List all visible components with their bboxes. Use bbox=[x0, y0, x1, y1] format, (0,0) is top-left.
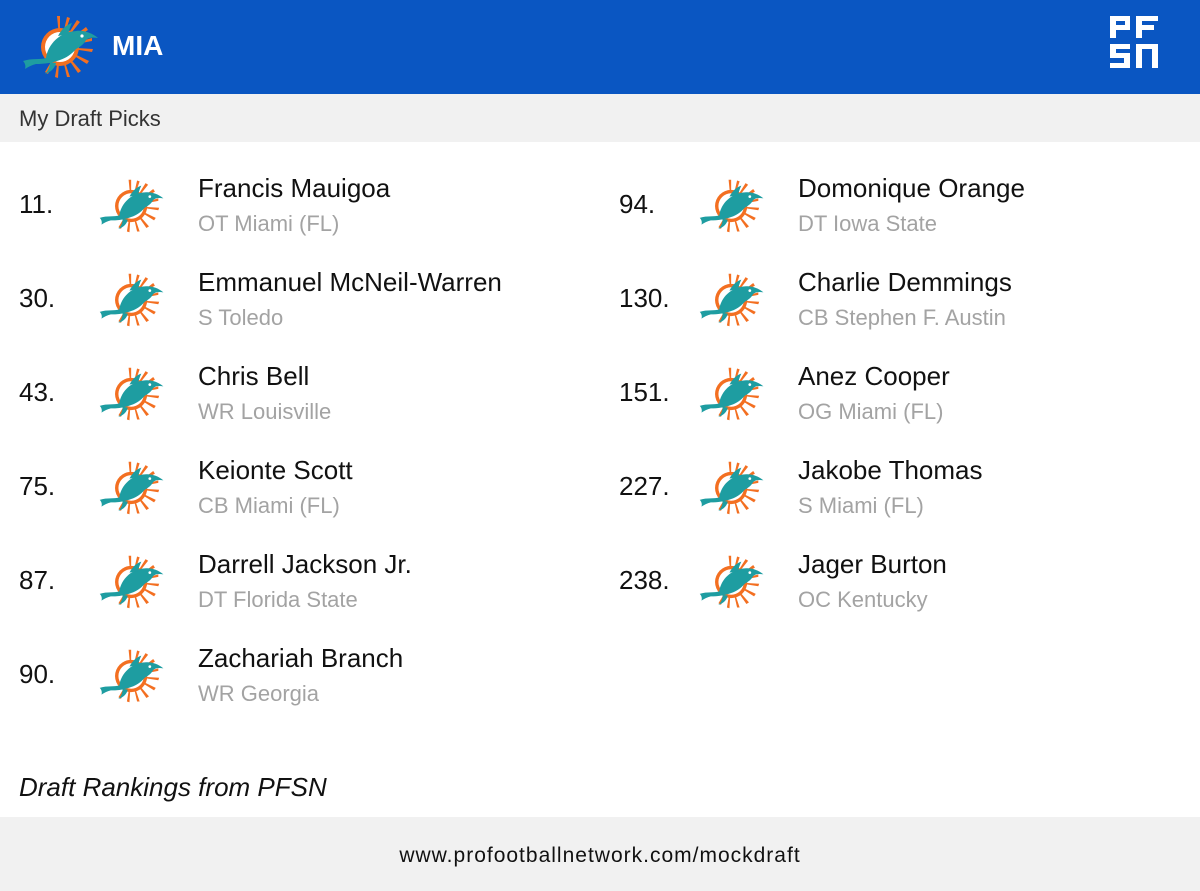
pick-number: 238. bbox=[619, 565, 670, 595]
miami-dolphins-logo-icon bbox=[97, 460, 167, 516]
player-position-school: OT Miami (FL) bbox=[198, 211, 340, 236]
draft-pick-row: 43. Chris Bell WR Louisville bbox=[19, 361, 579, 449]
player-position-school: DT Florida State bbox=[198, 587, 358, 612]
miami-dolphins-logo-icon bbox=[97, 272, 167, 328]
pick-number: 94. bbox=[619, 189, 656, 219]
pfsn-logo-icon bbox=[1110, 16, 1158, 68]
player-name: Anez Cooper bbox=[798, 361, 950, 391]
subheader-bar: My Draft Picks bbox=[0, 94, 1200, 142]
player-position-school: OG Miami (FL) bbox=[798, 399, 944, 424]
team-abbreviation: MIA bbox=[112, 30, 164, 61]
player-name: Domonique Orange bbox=[798, 173, 1025, 203]
header-bar: MIA bbox=[0, 0, 1200, 94]
player-position-school: WR Louisville bbox=[198, 399, 332, 424]
miami-dolphins-logo-icon bbox=[697, 460, 767, 516]
draft-pick-row: 11. Francis Mauigoa OT Miami (FL) bbox=[19, 173, 579, 261]
pick-number: 43. bbox=[19, 377, 56, 407]
draft-pick-row: 151. Anez Cooper OG Miami (FL) bbox=[619, 361, 1179, 449]
player-name: Emmanuel McNeil-Warren bbox=[198, 267, 502, 297]
player-name: Darrell Jackson Jr. bbox=[198, 549, 412, 579]
footer-url: www.profootballnetwork.com/mockdraft bbox=[399, 844, 801, 867]
player-name: Francis Mauigoa bbox=[198, 173, 391, 203]
miami-dolphins-logo-icon bbox=[697, 272, 767, 328]
player-position-school: CB Miami (FL) bbox=[198, 493, 340, 518]
source-note: Draft Rankings from PFSN bbox=[19, 772, 327, 802]
draft-pick-row: 238. Jager Burton OC Kentucky bbox=[619, 549, 1179, 637]
player-name: Chris Bell bbox=[198, 361, 310, 391]
draft-pick-row: 227. Jakobe Thomas S Miami (FL) bbox=[619, 455, 1179, 543]
pick-number: 30. bbox=[19, 283, 56, 313]
miami-dolphins-logo-icon bbox=[20, 14, 102, 80]
draft-pick-row: 130. Charlie Demmings CB Stephen F. Aust… bbox=[619, 267, 1179, 355]
section-title: My Draft Picks bbox=[19, 106, 161, 131]
miami-dolphins-logo-icon bbox=[697, 178, 767, 234]
player-position-school: CB Stephen F. Austin bbox=[798, 305, 1006, 330]
pick-number: 130. bbox=[619, 283, 670, 313]
draft-pick-row: 87. Darrell Jackson Jr. DT Florida State bbox=[19, 549, 579, 637]
player-position-school: S Toledo bbox=[198, 305, 284, 330]
player-name: Jager Burton bbox=[798, 549, 947, 579]
miami-dolphins-logo-icon bbox=[97, 366, 167, 422]
player-name: Charlie Demmings bbox=[798, 267, 1012, 297]
footer-bar: www.profootballnetwork.com/mockdraft bbox=[0, 817, 1200, 891]
player-name: Zachariah Branch bbox=[198, 643, 404, 673]
player-position-school: S Miami (FL) bbox=[798, 493, 924, 518]
pick-number: 75. bbox=[19, 471, 56, 501]
pick-number: 90. bbox=[19, 659, 56, 689]
pick-number: 227. bbox=[619, 471, 670, 501]
player-position-school: OC Kentucky bbox=[798, 587, 928, 612]
miami-dolphins-logo-icon bbox=[97, 178, 167, 234]
pick-number: 87. bbox=[19, 565, 56, 595]
draft-pick-row: 90. Zachariah Branch WR Georgia bbox=[19, 643, 579, 731]
player-name: Keionte Scott bbox=[198, 455, 353, 485]
miami-dolphins-logo-icon bbox=[697, 366, 767, 422]
draft-pick-row: 75. Keionte Scott CB Miami (FL) bbox=[19, 455, 579, 543]
draft-pick-row: 94. Domonique Orange DT Iowa State bbox=[619, 173, 1179, 261]
player-name: Jakobe Thomas bbox=[798, 455, 983, 485]
player-position-school: WR Georgia bbox=[198, 681, 320, 706]
player-position-school: DT Iowa State bbox=[798, 211, 937, 236]
miami-dolphins-logo-icon bbox=[97, 554, 167, 610]
miami-dolphins-logo-icon bbox=[697, 554, 767, 610]
miami-dolphins-logo-icon bbox=[97, 648, 167, 704]
pick-number: 11. bbox=[19, 189, 54, 219]
pick-number: 151. bbox=[619, 377, 670, 407]
draft-pick-row: 30. Emmanuel McNeil-Warren S Toledo bbox=[19, 267, 579, 355]
